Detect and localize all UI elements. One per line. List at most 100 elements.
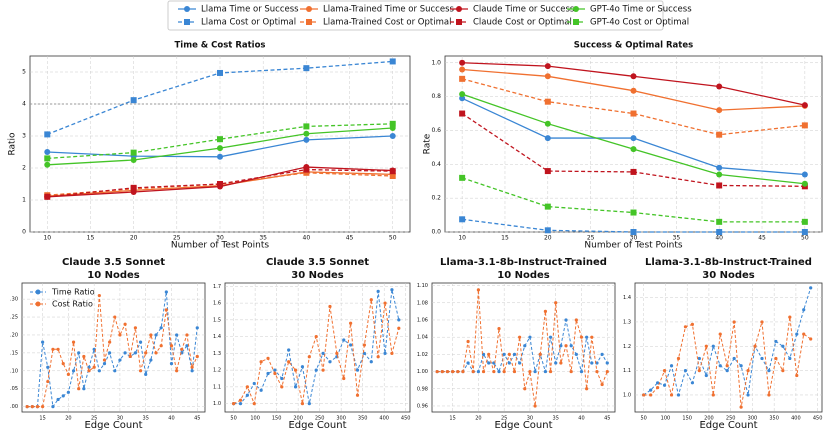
x-tick-label: 15 — [449, 416, 455, 422]
y-tick-label: 1.2 — [623, 344, 631, 350]
data-point — [554, 361, 558, 365]
y-tick-label: 1.0 — [623, 392, 631, 398]
data-point — [497, 369, 501, 374]
data-point — [459, 216, 466, 223]
data-point — [164, 308, 168, 312]
data-point — [390, 351, 394, 355]
data-point — [61, 394, 65, 398]
data-point — [605, 361, 609, 365]
data-point — [259, 388, 263, 392]
y-tick-label: 2 — [22, 165, 26, 172]
data-point — [649, 393, 653, 397]
series-line — [47, 168, 393, 198]
x-tick-label: 15 — [87, 235, 95, 242]
data-point — [217, 181, 223, 187]
y-tick-label: .25 — [10, 315, 18, 321]
x-axis-label: Number of Test Points — [584, 241, 682, 251]
data-point — [512, 369, 517, 374]
data-point — [595, 361, 599, 365]
data-point — [238, 402, 243, 406]
x-tick-label: 30 — [630, 235, 638, 242]
data-point — [108, 340, 112, 344]
data-point — [487, 361, 491, 365]
x-tick-label: 45 — [758, 235, 766, 242]
data-point — [287, 348, 291, 352]
data-point — [195, 326, 199, 330]
data-point — [217, 136, 223, 143]
legend-marker — [184, 19, 190, 25]
data-point — [774, 356, 778, 361]
legend-marker — [184, 6, 190, 12]
data-point — [767, 393, 771, 397]
data-point — [307, 402, 311, 406]
data-point — [144, 372, 148, 376]
legend-label: GPT-4o Cost or Optimal — [590, 18, 689, 28]
data-point — [389, 120, 396, 127]
data-point — [44, 149, 51, 155]
y-tick-label: 1.04 — [417, 335, 428, 341]
data-point — [538, 352, 542, 356]
legend-label: Time Ratio — [51, 288, 95, 297]
chart-title: Success & Optimal Rates — [574, 41, 693, 51]
data-point — [46, 365, 50, 369]
data-point — [574, 352, 578, 356]
data-point — [25, 405, 29, 409]
y-tick-label: 1.3 — [623, 319, 631, 325]
data-point — [683, 369, 688, 373]
data-point — [716, 171, 723, 178]
data-point — [590, 361, 594, 365]
data-point — [314, 368, 318, 372]
data-point — [533, 369, 537, 374]
data-point — [559, 361, 563, 365]
y-tick-label: 3 — [22, 133, 26, 140]
data-point — [716, 182, 723, 189]
data-point — [154, 333, 158, 337]
data-point — [130, 184, 137, 191]
data-point — [732, 320, 736, 324]
data-point — [266, 356, 270, 360]
data-point — [801, 218, 808, 225]
data-point — [113, 315, 117, 319]
data-point — [459, 110, 466, 117]
data-point — [154, 351, 158, 355]
data-point — [716, 83, 723, 90]
data-point — [579, 335, 584, 339]
data-point — [676, 393, 681, 397]
data-point — [459, 59, 466, 66]
data-point — [788, 315, 792, 319]
data-point — [56, 397, 60, 402]
x-tick-label: 35 — [553, 416, 559, 422]
data-point — [97, 293, 101, 298]
x-tick-label: 20 — [65, 416, 71, 422]
data-point — [180, 347, 184, 351]
data-point — [676, 356, 681, 361]
data-point — [169, 344, 174, 348]
data-point — [82, 354, 86, 359]
data-point — [113, 369, 117, 373]
data-point — [746, 369, 750, 373]
data-point — [245, 393, 249, 397]
data-point — [342, 376, 346, 381]
data-point — [459, 66, 466, 73]
data-point — [459, 174, 466, 181]
data-point — [704, 373, 708, 378]
data-point — [138, 369, 143, 373]
x-tick-label: 50 — [389, 235, 397, 242]
legend-label: Llama-Trained Time or Success — [323, 5, 454, 15]
y-tick-label: 1.10 — [417, 283, 428, 289]
y-tick-label: 0 — [22, 229, 26, 236]
data-point — [579, 369, 584, 374]
x-tick-label: 25 — [173, 235, 181, 242]
x-tick-label: 30 — [117, 416, 123, 422]
data-point — [273, 371, 277, 376]
data-point — [690, 322, 695, 326]
data-point — [697, 356, 701, 361]
y-tick-label: 0.8 — [431, 93, 441, 100]
x-tick-label: 20 — [544, 235, 552, 242]
legend-label: Llama-Trained Cost or Optimal — [323, 18, 451, 28]
data-point — [669, 364, 674, 368]
x-tick-label: 250 — [315, 416, 325, 422]
data-point — [41, 405, 45, 409]
data-point — [801, 102, 808, 109]
data-point — [767, 369, 771, 373]
